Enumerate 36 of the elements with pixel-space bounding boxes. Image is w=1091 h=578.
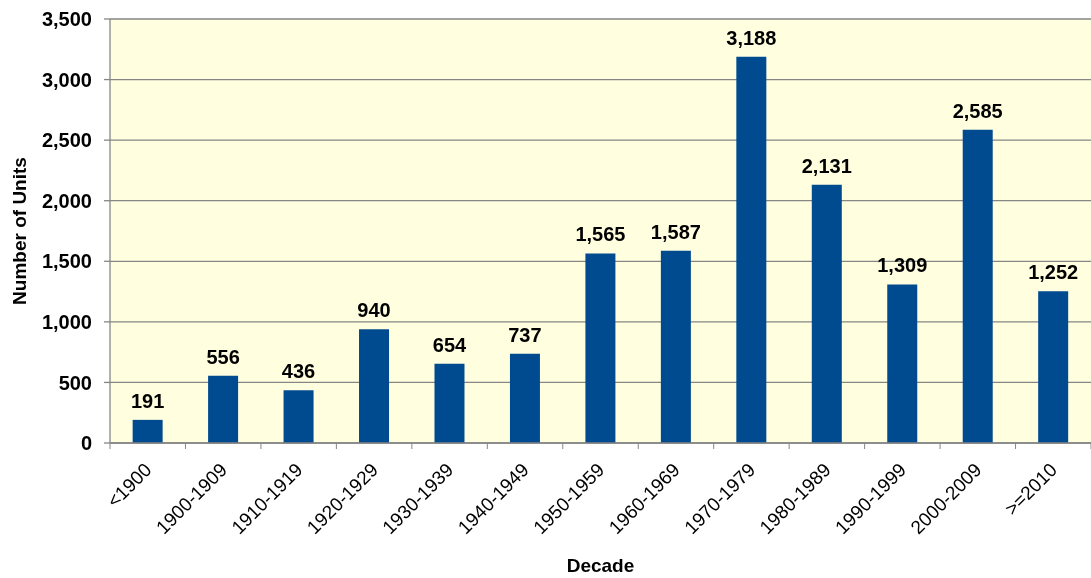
bar bbox=[132, 419, 163, 443]
bar bbox=[283, 390, 314, 443]
y-axis-title: Number of Units bbox=[8, 157, 30, 305]
bar bbox=[962, 129, 993, 443]
data-label: 1,587 bbox=[650, 220, 701, 243]
bar bbox=[434, 363, 465, 443]
data-label: 3,188 bbox=[726, 26, 777, 49]
data-label: 737 bbox=[508, 323, 542, 346]
y-tick-label: 2,000 bbox=[41, 189, 92, 212]
bar bbox=[811, 184, 842, 443]
y-tick-label: 1,500 bbox=[41, 250, 92, 273]
data-label: 940 bbox=[357, 299, 391, 322]
data-label: 556 bbox=[206, 345, 240, 368]
bar bbox=[585, 253, 616, 443]
data-label: 191 bbox=[130, 389, 165, 412]
data-label: 436 bbox=[281, 360, 316, 383]
y-tick-label: 1,000 bbox=[41, 310, 92, 333]
bar bbox=[736, 56, 767, 443]
data-label: 2,131 bbox=[801, 154, 852, 177]
bar bbox=[509, 353, 540, 443]
data-label: 1,252 bbox=[1028, 261, 1079, 284]
data-label: 2,585 bbox=[952, 99, 1003, 122]
x-axis-title: Decade bbox=[566, 555, 635, 576]
y-tick-label: 0 bbox=[80, 432, 92, 455]
bar bbox=[1038, 291, 1069, 443]
y-tick-label: 500 bbox=[58, 371, 92, 394]
data-label: 654 bbox=[432, 333, 468, 356]
bar bbox=[660, 250, 691, 443]
y-tick-label: 3,500 bbox=[41, 8, 92, 31]
bar bbox=[887, 284, 918, 443]
y-tick-label: 3,000 bbox=[41, 68, 92, 91]
y-tick-label: 2,500 bbox=[41, 129, 92, 152]
data-label: 1,565 bbox=[575, 223, 626, 246]
data-label: 1,309 bbox=[877, 254, 928, 277]
bar bbox=[359, 329, 390, 443]
bar bbox=[208, 375, 239, 443]
